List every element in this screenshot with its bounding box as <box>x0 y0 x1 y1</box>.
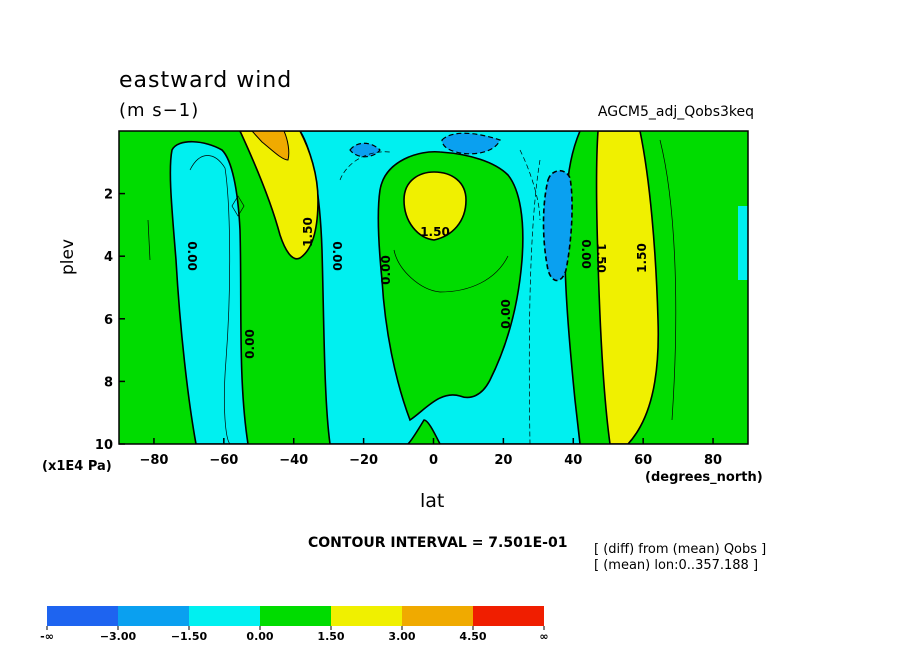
contour-interval: CONTOUR INTERVAL = 7.501E-01 <box>308 535 568 551</box>
x-tick-label: 20 <box>494 453 512 468</box>
contour-label-10: 1.50 <box>635 243 649 273</box>
x-tick-label: −20 <box>349 453 378 468</box>
colorbar-swatch <box>118 606 189 626</box>
dataset-label: AGCM5_adj_Qobs3keq <box>597 104 754 120</box>
x-tick-label: 0 <box>429 453 438 468</box>
y-tick-label: 8 <box>104 375 113 390</box>
colorbar-label: -∞ <box>40 630 54 643</box>
contour-line-center-inner <box>393 249 509 293</box>
colorbar-swatch <box>260 606 331 626</box>
contour-label-7: 0.00 <box>499 299 513 329</box>
colorbar-swatch <box>473 606 544 626</box>
colorbar-swatch <box>331 606 402 626</box>
colorbar-label: 1.50 <box>317 630 344 643</box>
region-yellow-east <box>595 131 660 444</box>
contour-label-1: 1.50 <box>301 217 315 247</box>
contour-label-5: 1.50 <box>420 225 450 239</box>
x-tick-label: 40 <box>564 453 582 468</box>
region-blue-top-b <box>441 132 501 155</box>
region-yellow-west <box>239 131 319 260</box>
colorbar-swatch <box>402 606 473 626</box>
colorbar-label: 3.00 <box>388 630 415 643</box>
region-cyan-east-edge <box>738 206 748 280</box>
contour-labels: 1.50 0.00 0.00 0.00 1.50 0.00 0.00 0.00 … <box>185 217 649 359</box>
x-tick-label: −40 <box>279 453 308 468</box>
x-axis-label: lat <box>420 490 445 512</box>
x-axis-units: (degrees_north) <box>645 470 763 485</box>
note-mean: [ (mean) lon:0..357.188 ] <box>594 558 759 573</box>
colorbar-swatch <box>47 606 118 626</box>
x-tick-label: −80 <box>139 453 168 468</box>
colorbar-label: −3.00 <box>100 630 137 643</box>
y-axis-units: (x1E4 Pa) <box>42 459 112 474</box>
contour-line-far-west <box>147 195 245 261</box>
contour-line-dashed-center <box>339 149 541 221</box>
region-blue-east <box>542 169 573 282</box>
chart-title: eastward wind <box>119 68 293 93</box>
colorbar-label: −1.50 <box>171 630 208 643</box>
colorbar-swatch <box>189 606 260 626</box>
x-tick-label: 80 <box>704 453 722 468</box>
region-orange-west <box>251 131 290 161</box>
contour-label-9: 1.50 <box>594 243 608 273</box>
x-tick-label: −60 <box>209 453 238 468</box>
y-tick-label: 10 <box>95 438 113 453</box>
contour-field <box>119 131 748 444</box>
y-tick-label: 4 <box>104 250 113 265</box>
contour-label-3: 0.00 <box>243 329 257 359</box>
region-cyan-west <box>169 140 249 444</box>
contour-label-6: 0.00 <box>379 255 393 285</box>
y-tick-label: 6 <box>104 313 113 328</box>
contour-label-2: 0.00 <box>185 241 199 271</box>
contour-label-8: 0.00 <box>579 239 593 269</box>
chart-units: (m s−1) <box>119 100 200 121</box>
contour-line-dashed-east <box>528 159 541 444</box>
colorbar-label: ∞ <box>539 630 548 643</box>
contour-line-east <box>659 139 677 421</box>
colorbar-label: 4.50 <box>459 630 486 643</box>
contour-line-west-cyan-inner <box>189 155 231 444</box>
note-diff: [ (diff) from (mean) Qobs ] <box>594 542 767 557</box>
region-yellow-center <box>403 171 467 241</box>
contour-label-4: 0.00 <box>330 241 344 271</box>
colorbar-label: 0.00 <box>246 630 273 643</box>
x-tick-label: 60 <box>634 453 652 468</box>
y-tick-label: 2 <box>104 188 113 203</box>
